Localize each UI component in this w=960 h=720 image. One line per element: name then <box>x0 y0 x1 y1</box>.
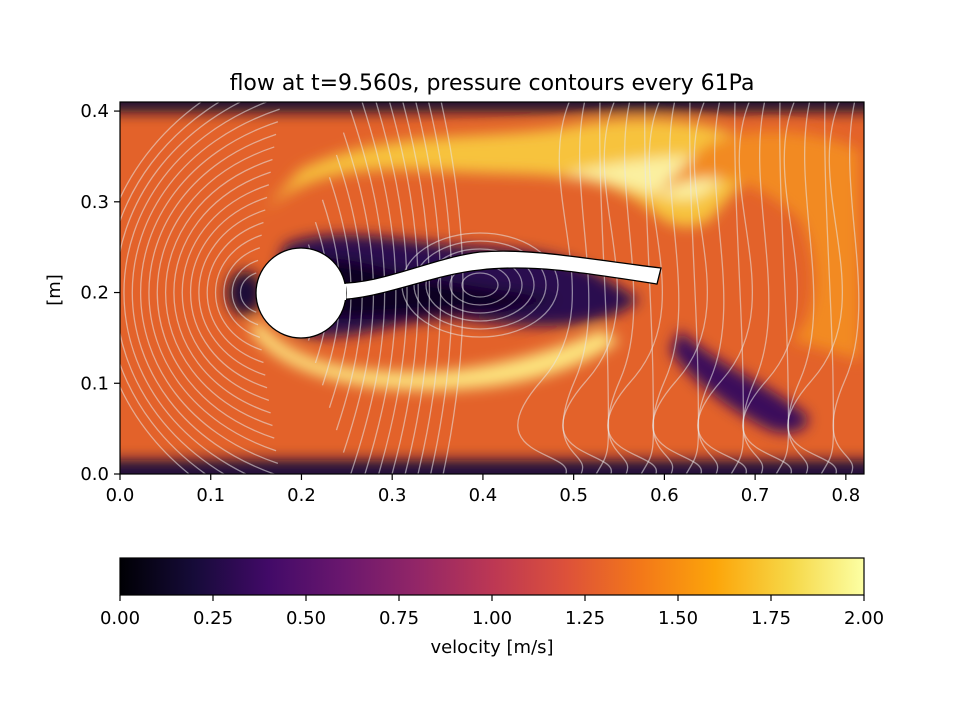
colorbar-tick-label: 1.00 <box>472 608 512 629</box>
fast-band-lower <box>250 320 620 391</box>
y-tick-label: 0.1 <box>80 373 109 394</box>
pressure-contour <box>607 102 663 474</box>
colorbar-tick-label: 1.25 <box>565 608 605 629</box>
y-tick-label: 0.4 <box>80 101 109 122</box>
pressure-contour <box>190 196 268 389</box>
fast-band-upper <box>250 119 770 228</box>
pressure-contour <box>206 221 264 364</box>
colorbar-axis: 0.00 0.25 0.50 0.75 1.00 1.25 1.50 1.75 2.00 <box>100 595 884 629</box>
pressure-contour <box>164 158 273 427</box>
colorbar-label: velocity [m/s] <box>430 637 553 658</box>
pressure-contour <box>832 102 860 474</box>
pressure-contour <box>787 102 815 474</box>
x-tick-label: 0.6 <box>650 485 679 506</box>
pressure-contour <box>223 247 261 338</box>
vortex-dark-lower <box>670 330 809 433</box>
plot-area <box>120 102 864 474</box>
pressure-contour <box>787 102 843 474</box>
x-tick-label: 0.0 <box>106 485 135 506</box>
cylinder <box>255 247 347 339</box>
x-tick-label: 0.1 <box>196 485 225 506</box>
bottom-wall-layer <box>120 460 864 474</box>
pressure-contour <box>697 102 725 474</box>
pressure-contour <box>742 102 770 474</box>
colorbar-tick-label: 0.25 <box>193 608 233 629</box>
pressure-contour <box>415 102 442 474</box>
pressure-contour <box>562 102 618 474</box>
pressure-contour <box>775 102 790 474</box>
pressure-contour <box>148 133 277 452</box>
pressure-contour <box>742 102 798 474</box>
pressure-contour-lines <box>120 102 860 474</box>
y-tick-label: 0.0 <box>80 464 109 485</box>
pressure-contour <box>181 184 270 401</box>
pressure-contour <box>461 272 499 298</box>
pressure-contour <box>231 259 259 326</box>
y-tick-label: 0.2 <box>80 283 109 304</box>
pressure-contour <box>120 102 221 474</box>
colorbar-tick-label: 2.00 <box>844 608 884 629</box>
stagnation-zone <box>227 271 263 315</box>
pressure-contour <box>156 146 275 439</box>
top-wall-layer <box>120 102 864 112</box>
pressure-contour <box>440 102 464 474</box>
x-tick-label: 0.7 <box>741 485 770 506</box>
x-tick-label: 0.8 <box>832 485 861 506</box>
pressure-contour <box>361 102 397 474</box>
colorbar-tick-label: 1.75 <box>751 608 791 629</box>
colorbar <box>119 557 865 596</box>
velocity-field <box>120 102 864 474</box>
y-tick-label: 0.3 <box>80 192 109 213</box>
pressure-contour <box>697 102 753 474</box>
x-tick-label: 0.5 <box>559 485 588 506</box>
cylinder-flag-obstacle <box>255 247 662 339</box>
pressure-contour <box>607 102 635 474</box>
flag <box>331 250 662 301</box>
colorbar-tick-label: 0.50 <box>286 608 326 629</box>
pressure-contour <box>517 102 573 474</box>
x-tick-label: 0.4 <box>469 485 498 506</box>
pressure-contour <box>140 121 279 464</box>
pressure-contour <box>388 102 419 474</box>
pressure-contour <box>730 102 745 474</box>
pressure-contour <box>173 171 271 414</box>
pressure-contour <box>685 102 700 474</box>
pressure-contour <box>425 248 535 322</box>
pressure-contour <box>652 102 680 474</box>
colorbar-tick-label: 0.75 <box>379 608 419 629</box>
colorbar-tick-label: 1.50 <box>658 608 698 629</box>
wake-right <box>650 131 860 360</box>
flag-joint-cover <box>340 284 346 300</box>
pressure-contour <box>820 102 835 474</box>
pressure-contour <box>198 209 266 376</box>
pressure-contour <box>120 102 203 474</box>
x-tick-label: 0.3 <box>378 485 407 506</box>
chart-title: flow at t=9.560s, pressure contours ever… <box>230 71 755 96</box>
pressure-contour <box>215 234 262 351</box>
pressure-contour <box>131 108 280 474</box>
x-axis: 0.0 0.1 0.2 0.3 0.4 0.5 0.6 0.7 0.8 <box>106 474 860 506</box>
y-axis: 0.0 0.1 0.2 0.3 0.4 <box>80 101 120 485</box>
pressure-contour <box>640 102 655 474</box>
x-tick-label: 0.2 <box>287 485 316 506</box>
pressure-contour <box>120 102 242 474</box>
pressure-contour <box>562 102 590 474</box>
y-axis-label: [m] <box>44 274 65 306</box>
pressure-contour <box>652 102 708 474</box>
pressure-contour <box>375 102 408 474</box>
pressure-contour <box>123 102 269 474</box>
pressure-contour <box>402 102 431 474</box>
pressure-contour <box>240 272 257 313</box>
plot-frame <box>119 101 865 475</box>
colorbar-tick-label: 0.00 <box>100 608 140 629</box>
pressure-contour <box>595 102 610 474</box>
